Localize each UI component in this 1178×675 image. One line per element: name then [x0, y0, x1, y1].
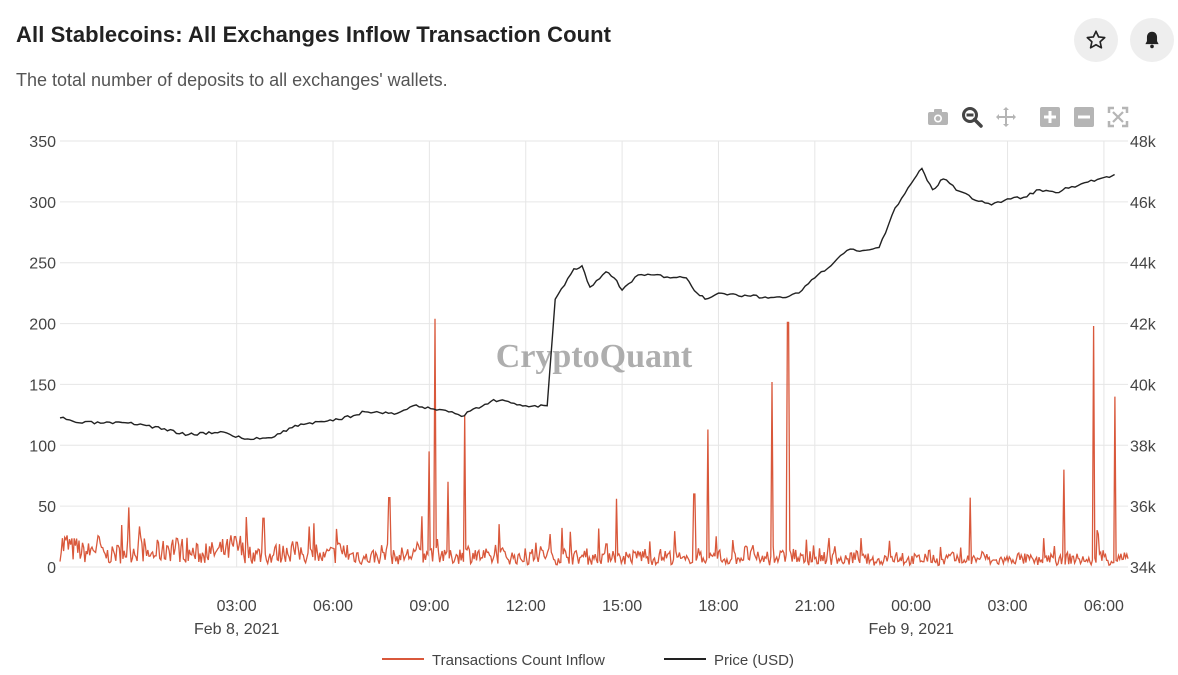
pan-icon [996, 107, 1016, 127]
y-left-tick-label: 0 [47, 560, 56, 577]
page-title: All Stablecoins: All Exchanges Inflow Tr… [16, 22, 612, 47]
left-y-axis: 0 50 100 150 200 250 300 350 [29, 134, 56, 577]
x-tick-label: 15:00 [602, 598, 642, 615]
x-tick-label: 21:00 [795, 598, 835, 615]
y-right-tick-label: 34k [1130, 560, 1157, 577]
x-tick-label: 18:00 [698, 598, 738, 615]
y-right-tick-label: 38k [1130, 438, 1157, 455]
x-tick-label: 00:00 [891, 598, 931, 615]
x-tick-label: 03:00 [988, 598, 1028, 615]
y-left-tick-label: 250 [29, 256, 56, 273]
y-left-tick-label: 300 [29, 195, 56, 212]
x-tick-label: 06:00 [313, 598, 353, 615]
zoom-in-icon [1040, 107, 1060, 127]
notification-button[interactable] [1130, 18, 1174, 62]
legend: Transactions Count Inflow Price (USD) [382, 652, 794, 669]
x-tick-date-label: Feb 8, 2021 [194, 621, 280, 638]
zoom-out-button[interactable] [1072, 105, 1096, 129]
zoom-in-button[interactable] [1038, 105, 1062, 129]
download-png-button[interactable] [926, 105, 950, 129]
zoom-out-icon [1074, 107, 1094, 127]
x-axis: 03:00 Feb 8, 2021 06:00 09:00 12:00 15:00 18:0… [194, 598, 1124, 638]
x-tick-label: 06:00 [1084, 598, 1124, 615]
right-y-axis: 34k 36k 38k 40k 42k 44k 46k 48k [1130, 134, 1157, 577]
x-tick-label: 12:00 [506, 598, 546, 615]
legend-item-price[interactable]: Price (USD) [664, 652, 794, 669]
zoom-icon [962, 107, 983, 128]
y-left-tick-label: 350 [29, 134, 56, 151]
inflow-line [59, 318, 1129, 567]
legend-label-inflow: Transactions Count Inflow [432, 652, 605, 669]
y-right-tick-label: 46k [1130, 195, 1157, 212]
page-subtitle: The total number of deposits to all exch… [16, 70, 448, 90]
grid-lines [60, 140, 1128, 568]
y-left-tick-label: 100 [29, 438, 56, 455]
chart-modebar [926, 104, 1130, 130]
pan-button[interactable] [994, 105, 1018, 129]
legend-item-inflow[interactable]: Transactions Count Inflow [382, 652, 605, 669]
autoscale-button[interactable] [1106, 105, 1130, 129]
bell-icon [1145, 31, 1159, 49]
x-tick-label: 09:00 [409, 598, 449, 615]
favorite-button[interactable] [1074, 18, 1118, 62]
y-left-tick-label: 200 [29, 317, 56, 334]
autoscale-icon [1107, 106, 1129, 128]
y-right-tick-label: 42k [1130, 317, 1157, 334]
star-icon [1086, 30, 1106, 49]
y-right-tick-label: 48k [1130, 134, 1157, 151]
x-tick-label: 03:00 [217, 598, 257, 615]
camera-icon [928, 109, 948, 125]
price-series [59, 167, 1115, 441]
y-right-tick-label: 40k [1130, 377, 1157, 394]
y-left-tick-label: 50 [38, 499, 56, 516]
zoom-button[interactable] [960, 105, 984, 129]
watermark: CryptoQuant [496, 338, 693, 375]
y-right-tick-label: 44k [1130, 256, 1157, 273]
y-left-tick-label: 150 [29, 377, 56, 394]
legend-label-price: Price (USD) [714, 652, 794, 669]
y-right-tick-label: 36k [1130, 499, 1157, 516]
price-line [59, 167, 1115, 441]
x-tick-date-label: Feb 9, 2021 [868, 621, 954, 638]
inflow-series [59, 318, 1129, 567]
